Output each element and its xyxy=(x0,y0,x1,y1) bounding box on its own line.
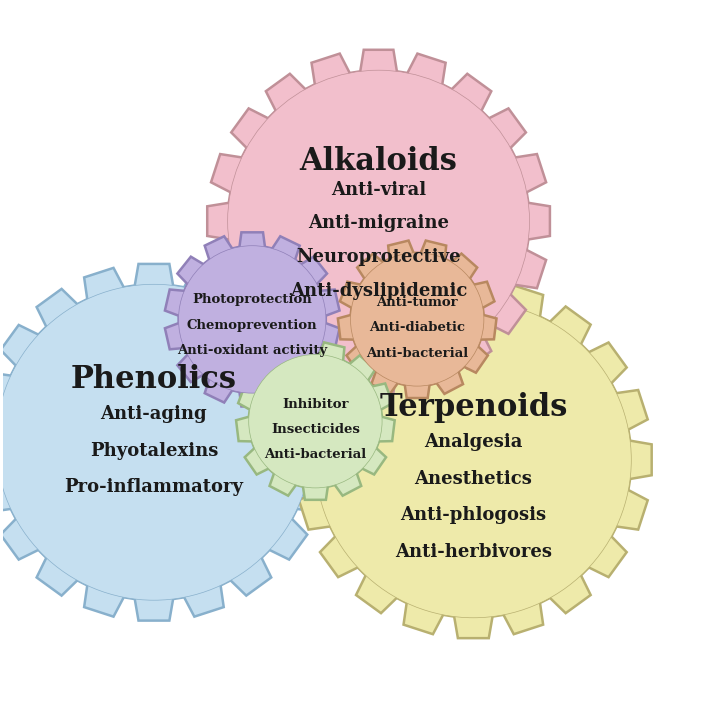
Text: Anti-tumor: Anti-tumor xyxy=(377,296,458,309)
Text: Anti-viral: Anti-viral xyxy=(331,180,426,199)
Text: Phyotalexins: Phyotalexins xyxy=(90,442,218,460)
Circle shape xyxy=(178,246,326,393)
Text: Terpenoids: Terpenoids xyxy=(379,392,568,423)
Polygon shape xyxy=(207,50,550,392)
Polygon shape xyxy=(295,282,651,638)
Text: Anti-oxidant activity: Anti-oxidant activity xyxy=(177,344,327,357)
Text: Anti-aging: Anti-aging xyxy=(101,405,207,423)
Text: Anti-phlogosis: Anti-phlogosis xyxy=(400,506,547,524)
Text: Anti-bacterial: Anti-bacterial xyxy=(366,347,468,359)
Text: Anti-diabetic: Anti-diabetic xyxy=(369,322,465,334)
Circle shape xyxy=(249,355,382,488)
Text: Photoprotection: Photoprotection xyxy=(193,293,312,306)
Text: Neuroprotective: Neuroprotective xyxy=(296,248,461,266)
Text: Anti-migraine: Anti-migraine xyxy=(308,214,449,232)
Text: Anesthetics: Anesthetics xyxy=(414,470,532,488)
Circle shape xyxy=(0,284,312,600)
Polygon shape xyxy=(0,264,332,621)
Text: Anti-bacterial: Anti-bacterial xyxy=(264,449,367,461)
Text: Insecticides: Insecticides xyxy=(271,423,360,436)
Circle shape xyxy=(350,253,484,386)
Circle shape xyxy=(228,70,530,372)
Polygon shape xyxy=(236,343,395,500)
Text: Chemoprevention: Chemoprevention xyxy=(187,319,317,331)
Text: Anti-herbivores: Anti-herbivores xyxy=(395,543,552,561)
Circle shape xyxy=(315,302,632,618)
Text: Alkaloids: Alkaloids xyxy=(299,146,457,177)
Text: Pro-inflammatory: Pro-inflammatory xyxy=(64,478,244,496)
Polygon shape xyxy=(338,241,496,398)
Text: Inhibitor: Inhibitor xyxy=(282,398,348,411)
Text: Anti-dyslipidemic: Anti-dyslipidemic xyxy=(290,282,467,300)
Text: Phenolics: Phenolics xyxy=(71,364,237,395)
Text: Analgesia: Analgesia xyxy=(424,433,523,451)
Polygon shape xyxy=(165,232,340,406)
